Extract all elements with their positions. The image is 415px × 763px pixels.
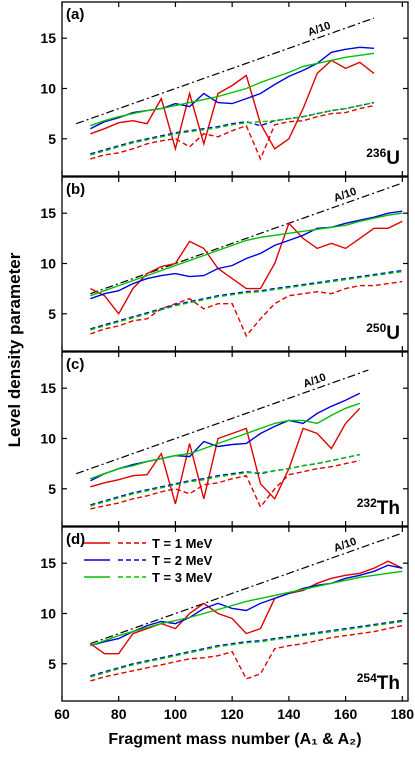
series-line	[90, 52, 375, 127]
reference-label: A/10	[332, 186, 358, 205]
isotope-label: 250U	[366, 321, 400, 344]
series-line	[90, 220, 403, 316]
x-tick-label: 160	[334, 706, 358, 722]
series-line	[90, 570, 403, 647]
dashed-series-line	[90, 619, 403, 677]
reference-line	[75, 17, 375, 125]
y-tick-label: 15	[40, 555, 56, 571]
x-axis-label: Fragment mass number (A₁ & A₂)	[108, 731, 361, 748]
isotope-mass: 236	[366, 146, 386, 160]
dashed-series-line	[90, 269, 403, 330]
series-line	[90, 402, 361, 480]
isotope-mass: 250	[366, 321, 386, 335]
dashed-series-line	[90, 104, 375, 161]
reference-label: A/10	[302, 371, 328, 390]
reference-label: A/10	[332, 536, 358, 555]
isotope-element: Th	[377, 498, 400, 519]
isotope-mass: 254	[357, 671, 377, 685]
dashed-series-line	[90, 620, 403, 678]
dashed-series-line	[90, 101, 375, 155]
dashed-series-line	[90, 453, 360, 506]
series-line	[90, 392, 361, 482]
legend-label: T = 2 MeV	[152, 553, 213, 568]
series-line	[90, 46, 375, 130]
dashed-series-line	[90, 280, 403, 338]
dashed-series-line	[90, 453, 360, 507]
reference-label: A/10	[306, 20, 332, 39]
dashed-series-line	[90, 459, 360, 510]
isotope-label: 232Th	[357, 496, 400, 519]
isotope-mass: 232	[357, 496, 377, 510]
y-tick-label: 10	[40, 80, 56, 96]
panel-label: (b)	[66, 181, 85, 198]
legend-label: T = 1 MeV	[152, 536, 213, 551]
isotope-element: Th	[377, 673, 400, 694]
isotope-element: U	[386, 148, 400, 169]
plot-frame	[61, 1, 409, 177]
series-line	[90, 564, 403, 647]
panel-label: (c)	[66, 356, 84, 373]
series-line	[89, 560, 403, 655]
isotope-label: 236U	[366, 146, 400, 169]
y-tick-label: 15	[40, 380, 56, 396]
x-tick-label: 60	[54, 706, 70, 722]
y-axis-label: Level density parameter	[5, 252, 24, 447]
reference-line	[75, 369, 369, 475]
isotope-element: U	[386, 323, 400, 344]
y-tick-label: 15	[40, 205, 56, 221]
y-tick-label: 5	[48, 306, 56, 322]
series-line	[90, 407, 361, 505]
y-tick-label: 5	[48, 656, 56, 672]
series-line	[90, 212, 403, 297]
x-tick-label: 180	[391, 706, 415, 722]
dashed-series-line	[90, 101, 375, 156]
panel-label: (d)	[66, 531, 85, 548]
series-line	[90, 59, 375, 152]
dashed-series-line	[90, 270, 403, 331]
reference-line	[90, 182, 403, 295]
x-tick-label: 140	[277, 706, 301, 722]
y-tick-label: 5	[48, 481, 56, 497]
reference-line	[90, 532, 403, 645]
isotope-label: 254Th	[357, 671, 400, 694]
y-tick-label: 5	[48, 131, 56, 147]
x-tick-label: 100	[164, 706, 188, 722]
y-tick-label: 10	[40, 255, 56, 271]
x-tick-label: 80	[111, 706, 127, 722]
x-tick-label: 120	[220, 706, 244, 722]
y-tick-label: 10	[40, 605, 56, 621]
legend-label: T = 3 MeV	[152, 570, 213, 585]
panel-label: (a)	[66, 6, 84, 23]
dashed-series-line	[90, 624, 403, 682]
series-line	[90, 210, 403, 300]
y-tick-label: 10	[40, 430, 56, 446]
y-tick-label: 15	[40, 30, 56, 46]
